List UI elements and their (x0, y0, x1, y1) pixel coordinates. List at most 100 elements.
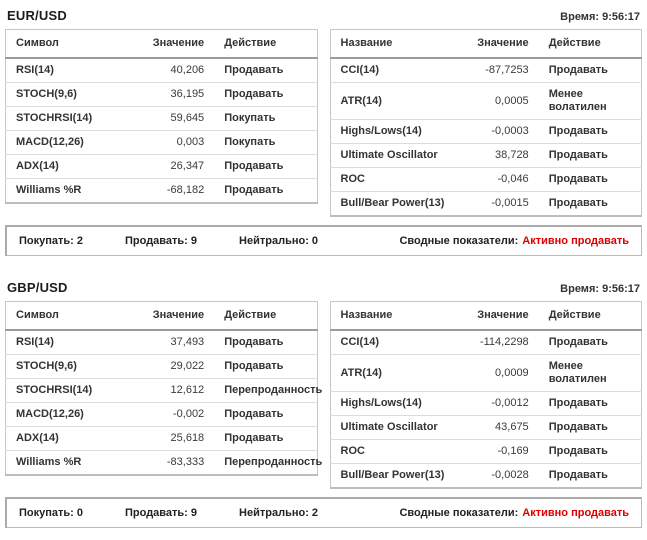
indicator-value-cell: 38,728 (463, 143, 539, 168)
section-header: EUR/USD Время: 9:56:17 (5, 6, 642, 23)
indicator-action-cell: Продавать (214, 426, 317, 451)
indicator-name-cell: Bull/Bear Power(13) (340, 469, 445, 481)
indicator-name-cell: Bull/Bear Power(13) (340, 197, 445, 209)
indicator-row: STOCH(9,6) 29,022 Продавать (5, 354, 317, 379)
indicator-row: ATR(14) 0,0005 Менее волатилен (330, 82, 642, 120)
indicator-name-cell: STOCH(9,6) (5, 354, 140, 379)
indicator-action-cell: Менее волатилен (538, 82, 642, 120)
indicator-action-cell: Продавать (538, 330, 642, 355)
overall-summary-label: Сводные показатели: (399, 507, 519, 519)
indicator-row: RSI(14) 37,493 Продавать (5, 330, 317, 355)
indicator-row: STOCHRSI(14) 59,645 Покупать (5, 106, 317, 131)
indicator-value-cell: 0,0005 (463, 82, 539, 120)
indicator-value-cell: -0,0003 (463, 119, 539, 144)
indicator-row: ADX(14) 26,347 Продавать (5, 154, 317, 179)
indicator-action-cell: Продавать (538, 58, 642, 83)
indicator-action-cell: Перепроданность (224, 456, 323, 468)
column-header-value: Значение (463, 29, 539, 59)
indicator-value-cell: 25,618 (139, 426, 215, 451)
indicator-action-cell: Продавать (548, 469, 608, 481)
indicator-value-cell: 0,003 (139, 130, 215, 155)
indicator-action-cell: Продавать (214, 402, 317, 427)
indicator-row: MACD(12,26) 0,003 Покупать (5, 130, 317, 155)
indicator-action-cell: Продавать (214, 58, 317, 83)
column-header-action: Действие (538, 29, 642, 59)
column-header-value: Значение (139, 301, 215, 331)
indicator-name-cell: STOCH(9,6) (5, 82, 140, 107)
indicator-value-cell: 40,206 (139, 58, 215, 83)
indicator-action-cell: Продавать (538, 167, 642, 192)
indicator-name-cell: Williams %R (16, 456, 82, 468)
indicator-action-cell: Продавать (538, 119, 642, 144)
indicator-value-cell: -0,046 (463, 167, 539, 192)
table-header-row: Символ Значение Действие (5, 29, 317, 59)
indicator-value-cell: -0,0015 (491, 197, 529, 209)
column-header-action: Действие (538, 301, 642, 331)
indicator-action-cell: Продавать (538, 391, 642, 416)
indicator-row: STOCH(9,6) 36,195 Продавать (5, 82, 317, 107)
time-label: Время: 9:56:17 (560, 283, 640, 295)
column-header-value: Значение (139, 29, 215, 59)
table-header-row: Символ Значение Действие (5, 301, 317, 331)
indicator-name-cell: Williams %R (16, 184, 82, 196)
indicator-action-cell: Покупать (214, 130, 317, 155)
pair-title: GBP/USD (7, 280, 68, 295)
indicator-row: Williams %R -83,333 Перепроданность (6, 451, 323, 476)
indicator-row: Williams %R -68,182 Продавать (6, 179, 318, 204)
indicator-name-cell: ATR(14) (330, 354, 464, 392)
indicator-name-cell: RSI(14) (5, 58, 140, 83)
indicator-action-cell: Продавать (214, 82, 317, 107)
neutral-count: Нейтрально: 2 (239, 507, 319, 519)
indicator-name-cell: RSI(14) (5, 330, 140, 355)
tables-row: Символ Значение Действие RSI(14) 37,493 … (5, 301, 642, 489)
indicator-name-cell: Highs/Lows(14) (330, 119, 464, 144)
buy-count: Покупать: 2 (19, 235, 83, 247)
indicator-value-cell: 37,493 (139, 330, 215, 355)
oscillator-indicators-table: Название Значение Действие CCI(14) -87,7… (329, 29, 642, 217)
column-header-action: Действие (214, 301, 317, 331)
indicator-row: Ultimate Oscillator 38,728 Продавать (330, 143, 642, 168)
indicator-action-cell: Продавать (214, 354, 317, 379)
indicator-row: ADX(14) 25,618 Продавать (5, 426, 317, 451)
indicator-action-cell: Продавать (224, 184, 284, 196)
neutral-count: Нейтрально: 0 (239, 235, 319, 247)
indicator-name-cell: STOCHRSI(14) (5, 106, 140, 131)
section-header: GBP/USD Время: 9:56:17 (5, 278, 642, 295)
indicator-row: CCI(14) -114,2298 Продавать (330, 330, 642, 355)
overall-summary-value: Активно продавать (522, 507, 629, 519)
indicator-action-cell: Перепроданность (214, 378, 322, 403)
indicator-value-cell: -0,0028 (491, 469, 529, 481)
indicator-value-cell: 43,675 (463, 415, 539, 440)
indicator-row: Highs/Lows(14) -0,0003 Продавать (330, 119, 642, 144)
indicator-action-cell: Покупать (214, 106, 317, 131)
indicator-action-cell: Продавать (538, 439, 642, 464)
indicator-name-cell: ROC (330, 167, 464, 192)
summary-bar: Покупать: 2 Продавать: 9 Нейтрально: 0 С… (5, 225, 642, 256)
indicator-row: ROC -0,046 Продавать (330, 167, 642, 192)
indicator-value-cell: -83,333 (166, 456, 205, 468)
indicator-action-cell: Продавать (214, 154, 317, 179)
tables-row: Символ Значение Действие RSI(14) 40,206 … (5, 29, 642, 217)
indicator-row: Ultimate Oscillator 43,675 Продавать (330, 415, 642, 440)
column-header-name: Название (330, 29, 464, 59)
indicator-value-cell: -114,2298 (463, 330, 539, 355)
indicator-row: MACD(12,26) -0,002 Продавать (5, 402, 317, 427)
indicator-value-cell: 26,347 (139, 154, 215, 179)
indicator-name-cell: CCI(14) (330, 58, 464, 83)
pair-section-eurusd: EUR/USD Время: 9:56:17 Символ Значение Д… (5, 6, 642, 256)
indicator-action-cell: Менее волатилен (538, 354, 642, 392)
symbol-indicators-table: Символ Значение Действие RSI(14) 40,206 … (5, 29, 318, 204)
overall-summary-label: Сводные показатели: (399, 235, 519, 247)
indicator-value-cell: -68,182 (166, 184, 205, 196)
time-label: Время: 9:56:17 (560, 11, 640, 23)
indicator-row: Highs/Lows(14) -0,0012 Продавать (330, 391, 642, 416)
overall-summary-value: Активно продавать (522, 235, 629, 247)
table-header-row: Название Значение Действие (330, 301, 642, 331)
indicator-name-cell: Highs/Lows(14) (330, 391, 464, 416)
indicator-action-cell: Продавать (538, 415, 642, 440)
column-header-name: Название (330, 301, 464, 331)
indicator-action-cell: Продавать (214, 330, 317, 355)
symbol-indicators-table: Символ Значение Действие RSI(14) 37,493 … (5, 301, 323, 476)
column-header-symbol: Символ (5, 301, 140, 331)
indicator-name-cell: ADX(14) (5, 154, 140, 179)
